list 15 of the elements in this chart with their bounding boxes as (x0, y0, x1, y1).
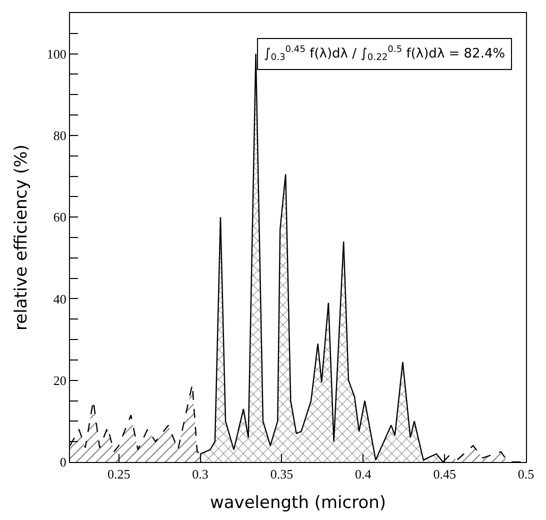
x-tick-label: 0.25 (107, 466, 130, 482)
y-tick-label: 20 (53, 372, 66, 388)
y-tick-label: 60 (53, 210, 66, 225)
annotation: ∫$_{0.3}$$^{0.45}$ f(λ)dλ / ∫$_{0.22}$$^{0.5}$ f(λ)dλ = 82.4% (264, 45, 506, 64)
x-axis-title: wavelength (micron) (210, 493, 386, 513)
y-tick-label: 100 (46, 46, 66, 62)
x-tick-label: 0.5 (518, 466, 534, 482)
x-tick-label: 0.45 (433, 466, 456, 482)
y-tick-label: 80 (53, 128, 66, 143)
y-axis-title: relative efficiency (%) (11, 144, 32, 330)
y-tick-label: 0 (60, 454, 66, 470)
x-tick-label: 0.35 (270, 466, 294, 482)
x-tick-label: 0.3 (192, 466, 208, 482)
y-tick-label: 40 (53, 291, 66, 306)
x-tick-label: 0.4 (355, 466, 372, 482)
